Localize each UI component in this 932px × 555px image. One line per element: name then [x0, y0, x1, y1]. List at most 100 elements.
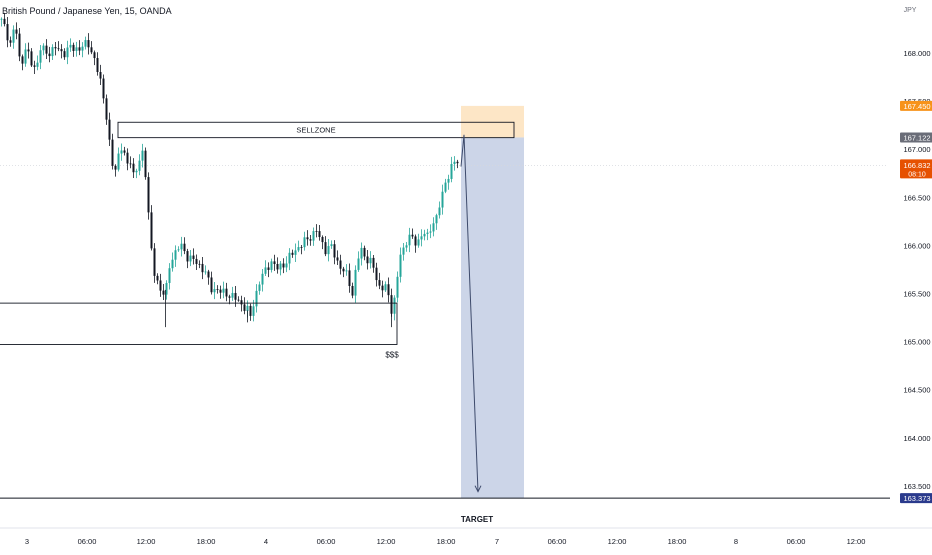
candle[interactable] — [15, 22, 18, 40]
candle[interactable] — [363, 245, 366, 261]
candle[interactable] — [60, 44, 63, 59]
candle[interactable] — [348, 263, 351, 293]
candle[interactable] — [294, 243, 297, 263]
candle[interactable] — [192, 248, 195, 265]
candle[interactable] — [315, 224, 318, 238]
candle[interactable] — [186, 248, 189, 269]
candle[interactable] — [249, 303, 252, 321]
candle[interactable] — [225, 282, 228, 302]
candle[interactable] — [168, 263, 171, 290]
candle[interactable] — [171, 252, 174, 272]
candle[interactable] — [375, 262, 378, 287]
candle[interactable] — [147, 172, 150, 220]
candle[interactable] — [405, 241, 408, 252]
candle[interactable] — [219, 285, 222, 299]
candle[interactable] — [414, 234, 417, 253]
candle[interactable] — [324, 236, 327, 257]
candle[interactable] — [45, 39, 48, 60]
sell-zone-box[interactable] — [117, 121, 515, 139]
candle[interactable] — [114, 164, 117, 177]
candle[interactable] — [231, 286, 234, 301]
candle[interactable] — [432, 217, 435, 237]
candle[interactable] — [441, 184, 444, 215]
candle[interactable] — [339, 254, 342, 275]
candle[interactable] — [30, 48, 33, 67]
candle[interactable] — [255, 284, 258, 313]
candle[interactable] — [285, 256, 288, 273]
candle[interactable] — [108, 112, 111, 146]
candle[interactable] — [126, 148, 129, 171]
candle[interactable] — [309, 234, 312, 246]
candle[interactable] — [360, 242, 363, 266]
candle[interactable] — [300, 244, 303, 255]
candle[interactable] — [150, 205, 153, 251]
candle[interactable] — [297, 240, 300, 253]
candle[interactable] — [87, 33, 90, 55]
candle[interactable] — [24, 43, 27, 67]
last-price-badge[interactable] — [900, 159, 932, 179]
candle[interactable] — [345, 264, 348, 276]
candle[interactable] — [12, 25, 15, 49]
candle[interactable] — [96, 52, 99, 76]
candle[interactable] — [48, 46, 51, 63]
candle[interactable] — [195, 254, 198, 270]
candle[interactable] — [333, 240, 336, 265]
candle[interactable] — [267, 262, 270, 278]
entry-badge[interactable] — [900, 132, 932, 143]
candle[interactable] — [402, 242, 405, 261]
candle[interactable] — [393, 295, 396, 321]
candle[interactable] — [180, 236, 183, 257]
candle[interactable] — [327, 238, 330, 262]
candle[interactable] — [453, 156, 456, 171]
candle[interactable] — [243, 297, 246, 315]
candle[interactable] — [273, 254, 276, 271]
candle[interactable] — [408, 227, 411, 253]
candle[interactable] — [57, 41, 60, 52]
candle[interactable] — [210, 271, 213, 295]
candle[interactable] — [0, 17, 3, 27]
candle[interactable] — [75, 41, 78, 57]
candle[interactable] — [36, 55, 39, 71]
candle[interactable] — [69, 38, 72, 52]
candle[interactable] — [204, 265, 207, 275]
candle[interactable] — [63, 48, 66, 60]
candle[interactable] — [102, 74, 105, 104]
candle[interactable] — [288, 248, 291, 271]
candle[interactable] — [72, 42, 75, 57]
candle[interactable] — [399, 247, 402, 283]
candle[interactable] — [213, 281, 216, 300]
candle[interactable] — [156, 273, 159, 285]
candle[interactable] — [258, 281, 261, 295]
candle[interactable] — [384, 281, 387, 292]
candle[interactable] — [189, 250, 192, 267]
price-axis[interactable] — [888, 0, 932, 550]
candle[interactable] — [369, 251, 372, 269]
candle[interactable] — [33, 60, 36, 74]
candle[interactable] — [129, 156, 132, 169]
candle[interactable] — [387, 277, 390, 303]
candle[interactable] — [3, 12, 6, 27]
candle[interactable] — [456, 159, 459, 169]
take-profit-badge[interactable] — [900, 100, 932, 111]
candle[interactable] — [291, 249, 294, 258]
candle[interactable] — [378, 272, 381, 290]
candle[interactable] — [306, 230, 309, 246]
candle[interactable] — [153, 243, 156, 283]
candle[interactable] — [354, 265, 357, 303]
candle[interactable] — [237, 296, 240, 302]
candle[interactable] — [396, 271, 399, 303]
candle[interactable] — [141, 143, 144, 168]
candle[interactable] — [234, 286, 237, 307]
candle[interactable] — [54, 42, 57, 56]
candle[interactable] — [357, 251, 360, 272]
candle[interactable] — [162, 283, 165, 300]
candle[interactable] — [303, 231, 306, 251]
candle[interactable] — [447, 174, 450, 190]
candle[interactable] — [351, 282, 354, 299]
candle[interactable] — [135, 168, 138, 179]
candle[interactable] — [183, 237, 186, 255]
candle[interactable] — [438, 201, 441, 219]
candle[interactable] — [84, 36, 87, 50]
candle[interactable] — [27, 42, 30, 59]
